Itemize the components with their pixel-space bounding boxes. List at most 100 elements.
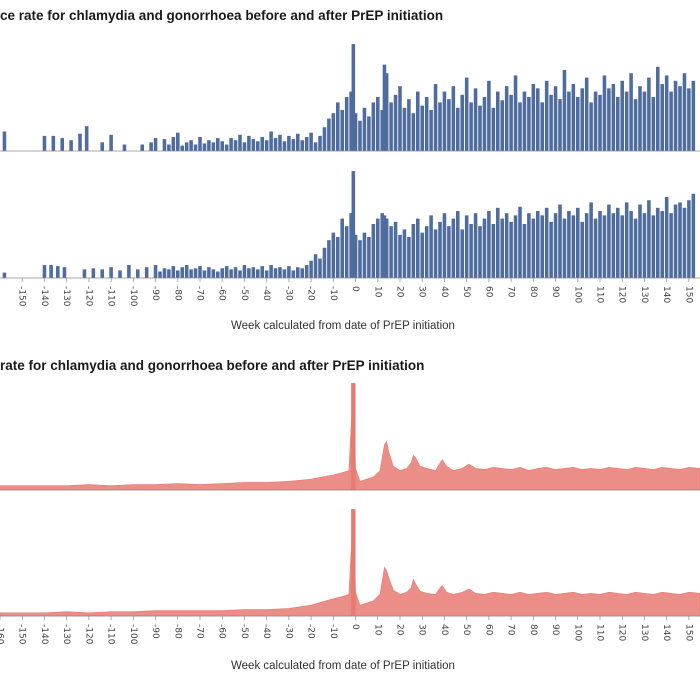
bar	[682, 73, 687, 151]
bar	[340, 218, 344, 278]
bar	[540, 215, 544, 278]
bar	[140, 144, 144, 151]
bar	[287, 266, 291, 278]
bar	[162, 139, 167, 151]
bar	[273, 268, 278, 278]
x-tick-label: 130	[639, 624, 649, 641]
bar	[202, 270, 207, 278]
bar	[180, 267, 184, 278]
bar	[536, 211, 540, 278]
bar	[451, 86, 456, 151]
bar	[238, 270, 242, 278]
bar	[500, 100, 504, 151]
x-tick-label: 90	[550, 286, 560, 298]
bar	[402, 229, 407, 278]
x-tick-label: -70	[195, 286, 205, 301]
bar	[313, 142, 318, 151]
bar	[429, 109, 433, 151]
bar	[527, 97, 531, 151]
spike-bar	[351, 509, 356, 616]
bar	[549, 221, 553, 278]
bar	[580, 221, 584, 278]
bar	[442, 91, 447, 151]
bar	[153, 265, 158, 278]
bar	[576, 207, 580, 278]
bar	[382, 215, 387, 278]
bar	[353, 113, 358, 151]
bar	[629, 73, 633, 151]
bar	[109, 267, 113, 278]
bar	[167, 269, 171, 278]
bar	[464, 77, 469, 151]
bar	[478, 105, 482, 151]
bar	[678, 86, 682, 151]
x-tick-label: 0	[350, 624, 360, 630]
bar	[420, 232, 424, 278]
bar	[300, 268, 304, 278]
bar	[687, 200, 691, 278]
x-tick-label: 90	[550, 624, 560, 636]
bar	[553, 86, 558, 151]
bar	[304, 265, 309, 278]
x-tick-label: 80	[528, 624, 538, 636]
bar	[278, 267, 282, 278]
bar	[300, 140, 304, 151]
bar	[633, 218, 638, 278]
bar	[669, 213, 673, 278]
x-tick-label: 150	[683, 286, 693, 303]
bar	[647, 200, 651, 278]
bar	[598, 94, 602, 151]
bar	[264, 270, 269, 278]
bar	[269, 265, 273, 278]
bar	[589, 202, 593, 278]
bar	[407, 99, 411, 151]
bar	[611, 213, 616, 278]
bar	[660, 84, 664, 151]
bar	[229, 269, 233, 278]
bar	[49, 265, 53, 278]
bar	[309, 132, 313, 151]
bar	[433, 84, 438, 151]
bar	[456, 211, 460, 278]
x-tick-label: -50	[239, 624, 249, 639]
bar	[109, 134, 113, 151]
bar	[384, 73, 389, 151]
bar	[82, 269, 87, 278]
bar	[278, 134, 282, 151]
bar	[487, 211, 491, 278]
bar	[304, 136, 309, 151]
x-tick-label: -10	[328, 624, 338, 639]
bar	[331, 113, 336, 151]
bar	[598, 211, 602, 278]
bar	[442, 213, 447, 278]
series-top	[0, 383, 700, 491]
bar	[167, 144, 171, 151]
bar	[531, 218, 536, 278]
bar	[171, 136, 176, 151]
bar	[349, 213, 353, 278]
bar	[482, 97, 487, 151]
bar	[624, 202, 629, 278]
bar	[509, 221, 513, 278]
bar	[296, 133, 300, 151]
bar	[313, 254, 318, 278]
bar	[220, 141, 224, 151]
bar	[651, 215, 656, 278]
bar	[558, 204, 562, 278]
bar	[322, 127, 327, 151]
bar	[531, 84, 536, 151]
bar	[331, 232, 336, 278]
bar	[251, 139, 256, 151]
bar	[358, 120, 362, 151]
bar	[522, 91, 527, 151]
bar	[291, 139, 296, 151]
x-tick-label: 30	[417, 624, 427, 636]
bar	[180, 145, 184, 151]
bar	[100, 142, 104, 151]
bar	[282, 269, 287, 278]
bar	[660, 211, 664, 278]
bar	[336, 236, 340, 278]
panel-b-xlabel: Week calculated from date of PrEP initia…	[231, 660, 455, 672]
x-tick-label: 110	[595, 624, 605, 641]
bar	[416, 91, 420, 151]
